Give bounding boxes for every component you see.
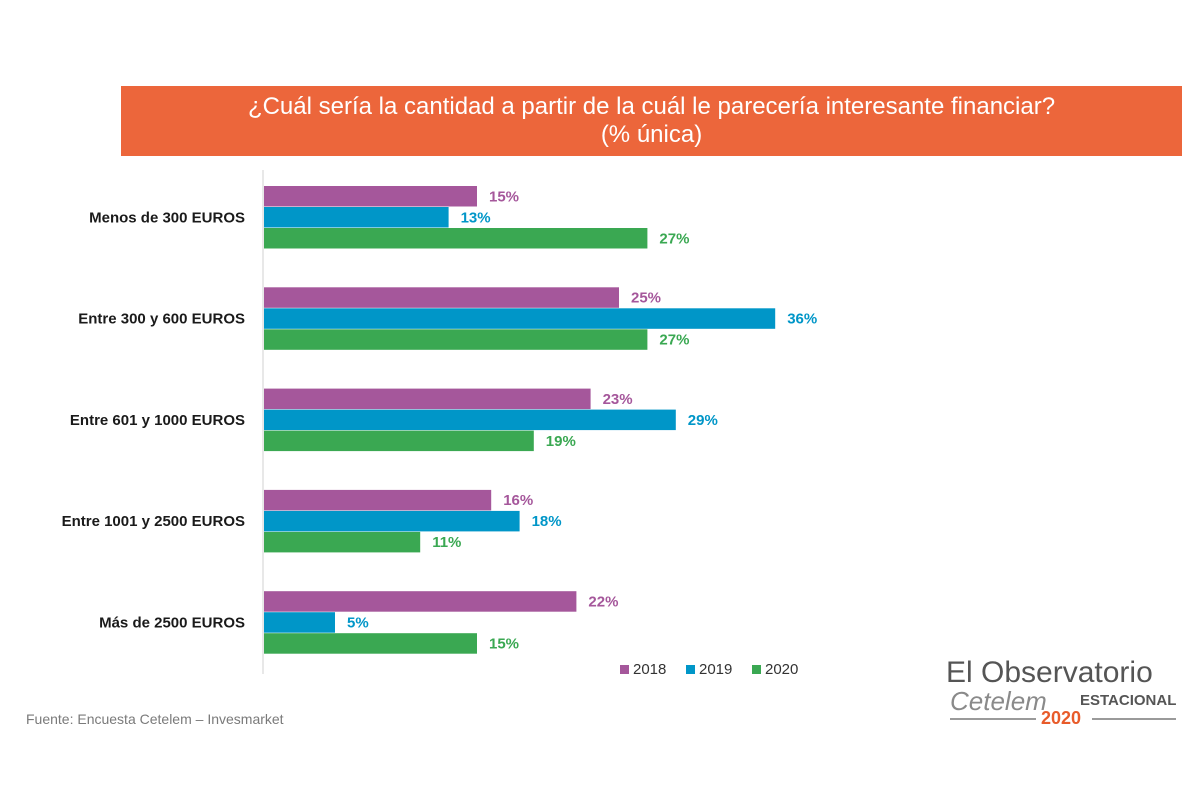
- data-label-2020: 27%: [659, 230, 689, 247]
- legend-swatch-2020: [752, 665, 761, 674]
- bar-2018: [264, 287, 619, 308]
- category-label: Más de 2500 EUROS: [99, 614, 245, 631]
- bar-2018: [264, 591, 577, 612]
- data-label-2020: 15%: [489, 635, 519, 652]
- data-label-2018: 15%: [489, 188, 519, 205]
- data-label-2018: 25%: [631, 290, 661, 307]
- observatorio-logo: El Observatorio Cetelem ESTACIONAL 2020: [946, 656, 1178, 734]
- bar-2018: [264, 388, 591, 410]
- bar-2019: [264, 207, 449, 228]
- legend-label-2019: 2019: [699, 661, 732, 678]
- bar-2019: [264, 510, 520, 532]
- legend-label-2020: 2020: [765, 661, 798, 678]
- bar-2018: [264, 186, 477, 207]
- data-label-2019: 5%: [347, 614, 369, 631]
- bar-2019: [264, 612, 335, 633]
- category-label: Menos de 300 EUROS: [89, 209, 245, 226]
- logo-line3: ESTACIONAL: [1080, 692, 1177, 709]
- bar-2020: [264, 329, 648, 350]
- legend-swatch-2019: [686, 665, 695, 674]
- bar-2018: [264, 489, 492, 511]
- logo-line2: Cetelem: [950, 686, 1047, 716]
- data-label-2018: 22%: [588, 593, 618, 610]
- data-label-2018: 16%: [503, 492, 533, 509]
- legend-label-2018: 2018: [633, 661, 666, 678]
- bar-2020: [264, 430, 534, 452]
- data-label-2019: 13%: [461, 209, 491, 226]
- logo-rule-right: [1092, 718, 1176, 720]
- bar-2019: [264, 308, 776, 329]
- data-label-2020: 11%: [432, 534, 461, 551]
- logo-year: 2020: [1041, 708, 1082, 728]
- data-label-2020: 27%: [659, 332, 689, 349]
- chart-title: ¿Cuál sería la cantidad a partir de la c…: [247, 93, 1056, 120]
- logo-rule-left: [950, 718, 1036, 720]
- chart-subtitle: (% única): [600, 121, 703, 148]
- title-banner: ¿Cuál sería la cantidad a partir de la c…: [121, 86, 1182, 156]
- bar-2020: [264, 531, 421, 553]
- bar-2019: [264, 409, 676, 431]
- source-note: Fuente: Encuesta Cetelem – Invesmarket: [26, 711, 284, 727]
- legend-swatch-2018: [620, 665, 629, 674]
- category-label: Entre 300 y 600 EUROS: [78, 311, 245, 328]
- logo-line1: El Observatorio: [946, 656, 1153, 689]
- category-label: Entre 601 y 1000 EUROS: [70, 412, 245, 429]
- data-label-2019: 36%: [787, 311, 817, 328]
- bar-2020: [264, 228, 648, 249]
- bar-2020: [264, 633, 477, 654]
- data-label-2018: 23%: [603, 391, 633, 408]
- data-label-2020: 19%: [546, 433, 576, 450]
- data-label-2019: 29%: [688, 412, 718, 429]
- data-label-2019: 18%: [532, 513, 562, 530]
- category-label: Entre 1001 y 2500 EUROS: [62, 513, 245, 530]
